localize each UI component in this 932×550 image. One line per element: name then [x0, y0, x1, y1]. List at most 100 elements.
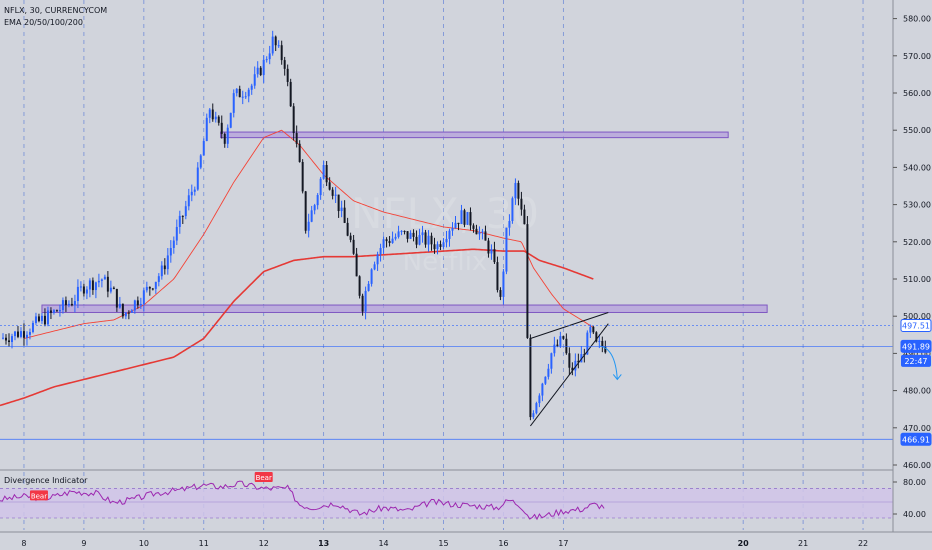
- candle-body[interactable]: [445, 238, 448, 243]
- candle-body[interactable]: [193, 189, 196, 192]
- candle-body[interactable]: [190, 191, 193, 196]
- candle-body[interactable]: [103, 276, 106, 280]
- candle-body[interactable]: [241, 96, 244, 98]
- candle-body[interactable]: [67, 303, 70, 306]
- candle-body[interactable]: [496, 262, 499, 291]
- candle-body[interactable]: [4, 337, 7, 341]
- candle-body[interactable]: [544, 376, 547, 384]
- candle-body[interactable]: [151, 288, 154, 290]
- candle-body[interactable]: [388, 241, 391, 243]
- candle-body[interactable]: [322, 165, 325, 179]
- candle-body[interactable]: [229, 112, 232, 128]
- candle-body[interactable]: [184, 206, 187, 217]
- candle-body[interactable]: [601, 340, 604, 347]
- candle-body[interactable]: [163, 265, 166, 270]
- resistance-zone[interactable]: [220, 131, 729, 139]
- price-label-badge[interactable]: [900, 432, 932, 446]
- candle-body[interactable]: [418, 235, 421, 245]
- rsi-legend[interactable]: Divergence Indicator: [4, 476, 88, 485]
- candle-body[interactable]: [100, 279, 103, 281]
- candle-body[interactable]: [211, 109, 214, 120]
- candle-body[interactable]: [532, 413, 535, 418]
- candle-body[interactable]: [31, 322, 34, 332]
- candle-body[interactable]: [286, 68, 289, 82]
- candle-body[interactable]: [307, 221, 310, 231]
- candle-body[interactable]: [25, 334, 28, 338]
- candle-body[interactable]: [172, 240, 175, 248]
- candle-body[interactable]: [526, 224, 529, 338]
- candle-body[interactable]: [34, 316, 37, 323]
- candle-body[interactable]: [130, 310, 133, 313]
- bear-divergence-label[interactable]: [29, 490, 48, 501]
- candle-body[interactable]: [520, 198, 523, 210]
- candle-body[interactable]: [346, 222, 349, 236]
- candle-body[interactable]: [370, 269, 373, 284]
- candle-body[interactable]: [199, 155, 202, 168]
- price-label-badge[interactable]: [900, 318, 932, 332]
- candle-body[interactable]: [304, 191, 307, 231]
- candle-body[interactable]: [55, 310, 58, 312]
- candle-body[interactable]: [154, 281, 157, 289]
- candle-body[interactable]: [439, 244, 442, 247]
- candle-body[interactable]: [46, 310, 49, 325]
- candle-body[interactable]: [313, 205, 316, 211]
- candle-body[interactable]: [295, 133, 298, 144]
- candle-body[interactable]: [220, 122, 223, 134]
- candle-body[interactable]: [106, 276, 109, 292]
- candle-body[interactable]: [409, 232, 412, 239]
- candle-body[interactable]: [121, 303, 124, 317]
- candle-body[interactable]: [277, 45, 280, 47]
- candle-body[interactable]: [97, 280, 100, 283]
- candle-body[interactable]: [391, 238, 394, 243]
- candle-body[interactable]: [463, 210, 466, 225]
- candle-body[interactable]: [349, 235, 352, 240]
- candle-body[interactable]: [511, 198, 514, 221]
- candle-body[interactable]: [148, 286, 151, 289]
- candle-body[interactable]: [214, 116, 217, 120]
- candle-body[interactable]: [178, 215, 181, 227]
- candle-body[interactable]: [580, 354, 583, 363]
- wedge-lower-trendline[interactable]: [530, 323, 609, 427]
- candle-body[interactable]: [325, 165, 328, 183]
- candle-body[interactable]: [355, 253, 358, 277]
- candle-body[interactable]: [250, 85, 253, 90]
- candle-body[interactable]: [226, 127, 229, 144]
- candle-body[interactable]: [145, 286, 148, 291]
- candle-body[interactable]: [502, 271, 505, 297]
- candle-body[interactable]: [262, 59, 265, 75]
- candle-body[interactable]: [85, 289, 88, 294]
- candle-body[interactable]: [19, 331, 22, 337]
- candle-body[interactable]: [523, 209, 526, 225]
- candle-body[interactable]: [571, 367, 574, 371]
- candle-body[interactable]: [238, 88, 241, 98]
- candle-body[interactable]: [595, 332, 598, 342]
- candle-body[interactable]: [202, 140, 205, 156]
- candle-body[interactable]: [589, 326, 592, 333]
- candle-body[interactable]: [7, 340, 10, 343]
- candle-body[interactable]: [61, 300, 64, 311]
- candle-body[interactable]: [376, 254, 379, 265]
- candle-body[interactable]: [331, 189, 334, 196]
- candle-body[interactable]: [43, 315, 46, 325]
- candle-body[interactable]: [550, 353, 553, 369]
- candle-body[interactable]: [181, 215, 184, 217]
- candle-body[interactable]: [166, 255, 169, 270]
- candle-body[interactable]: [274, 36, 277, 46]
- candle-body[interactable]: [280, 45, 283, 61]
- bear-divergence-label[interactable]: [254, 472, 273, 482]
- candle-body[interactable]: [469, 212, 472, 226]
- resistance-zone[interactable]: [41, 304, 768, 313]
- candle-body[interactable]: [334, 194, 337, 196]
- candle-body[interactable]: [301, 161, 304, 192]
- divergence-indicator-panel[interactable]: Bear Bear: [0, 472, 893, 521]
- candle-body[interactable]: [133, 300, 136, 311]
- candle-body[interactable]: [343, 207, 346, 223]
- candle-body[interactable]: [451, 227, 454, 231]
- candle-body[interactable]: [268, 53, 271, 60]
- candle-body[interactable]: [235, 88, 238, 94]
- candle-body[interactable]: [433, 244, 436, 250]
- candle-body[interactable]: [484, 231, 487, 241]
- candle-body[interactable]: [397, 231, 400, 237]
- candle-body[interactable]: [22, 331, 25, 338]
